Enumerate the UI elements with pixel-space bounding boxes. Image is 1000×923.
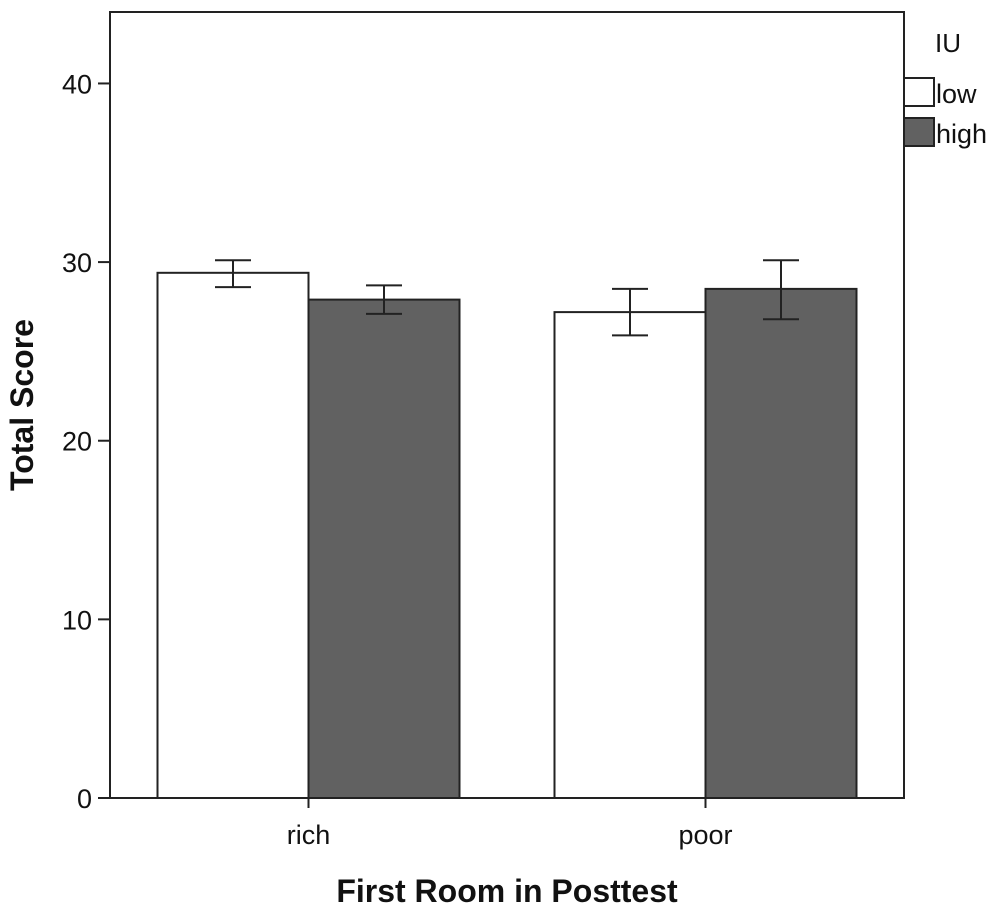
y-axis-title: Total Score [4, 319, 40, 491]
y-tick-label: 0 [77, 784, 92, 814]
bar-high-rich [307, 298, 461, 799]
x-tick-label-poor: poor [678, 820, 732, 850]
y-tick-label: 30 [62, 248, 92, 278]
legend: IU low high [903, 28, 987, 149]
legend-title: IU [935, 28, 961, 58]
y-axis: 0 10 20 30 40 [62, 69, 110, 814]
y-tick-label: 40 [62, 69, 92, 99]
legend-swatch-low [903, 77, 935, 107]
legend-label-high: high [936, 119, 987, 149]
x-axis-title: First Room in Posttest [336, 873, 678, 909]
bar-low-poor [553, 311, 707, 799]
y-tick-label: 10 [62, 605, 92, 635]
y-tick-label: 20 [62, 427, 92, 457]
legend-items: low high [903, 77, 987, 149]
x-tick-label-rich: rich [287, 820, 331, 850]
legend-swatch-high [903, 117, 935, 147]
bar-low-rich [156, 271, 310, 799]
error-bars-layer [215, 259, 799, 337]
legend-label-low: low [936, 79, 977, 109]
x-axis: rich poor [287, 798, 733, 850]
bar-high-poor [704, 287, 858, 799]
